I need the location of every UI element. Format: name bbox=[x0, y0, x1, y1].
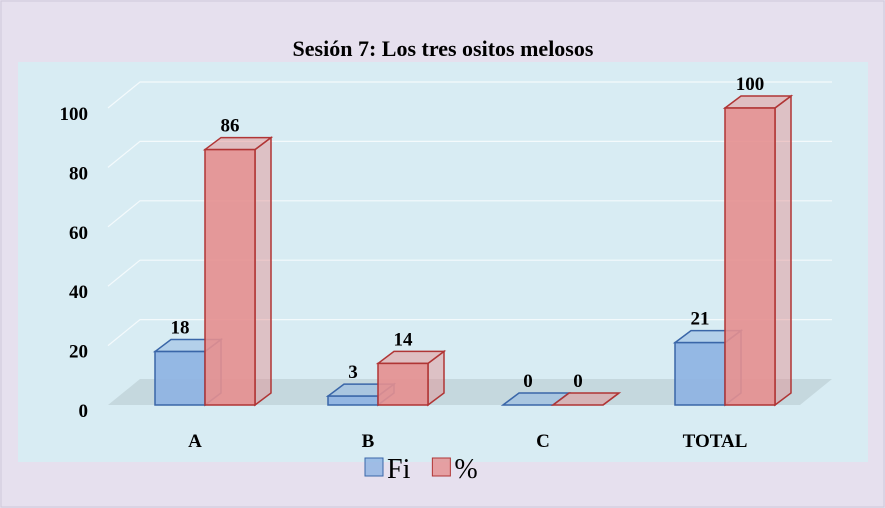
y-tick-label: 40 bbox=[69, 282, 88, 303]
data-label: 3 bbox=[348, 362, 358, 383]
data-label: 21 bbox=[691, 309, 710, 330]
y-tick-label: 0 bbox=[79, 401, 89, 422]
bar bbox=[674, 341, 726, 406]
legend-label: % bbox=[454, 454, 477, 485]
grid-line bbox=[107, 259, 832, 287]
grid-line bbox=[107, 140, 832, 168]
bar bbox=[377, 362, 429, 406]
bar bbox=[204, 148, 256, 406]
data-label: 86 bbox=[221, 116, 240, 137]
x-tick-label: A bbox=[188, 431, 202, 452]
chart-title: Sesión 7: Los tres ositos melosos bbox=[293, 36, 594, 61]
floor bbox=[108, 379, 832, 405]
x-tick-label: C bbox=[536, 431, 550, 452]
data-label: 0 bbox=[573, 371, 583, 392]
y-tick-label: 100 bbox=[60, 104, 89, 125]
bar-side bbox=[774, 94, 792, 407]
grid-line bbox=[107, 319, 832, 347]
y-tick-label: 80 bbox=[69, 163, 88, 184]
data-label: 0 bbox=[523, 371, 533, 392]
bar bbox=[724, 107, 776, 406]
grid-line bbox=[107, 81, 832, 109]
data-label: 100 bbox=[736, 74, 765, 95]
bar-side bbox=[254, 136, 272, 407]
bar bbox=[327, 395, 379, 406]
bar-top bbox=[550, 392, 622, 406]
y-tick-label: 20 bbox=[69, 342, 88, 363]
x-tick-label: TOTAL bbox=[683, 431, 748, 452]
data-label: 18 bbox=[171, 318, 190, 339]
data-label: 14 bbox=[394, 329, 414, 350]
legend-label: Fi bbox=[387, 454, 411, 485]
legend-swatch bbox=[431, 457, 451, 477]
bar bbox=[154, 350, 206, 406]
y-tick-label: 60 bbox=[69, 223, 88, 244]
legend-swatch bbox=[364, 457, 384, 477]
grid-line bbox=[107, 200, 832, 228]
x-tick-label: B bbox=[362, 431, 375, 452]
